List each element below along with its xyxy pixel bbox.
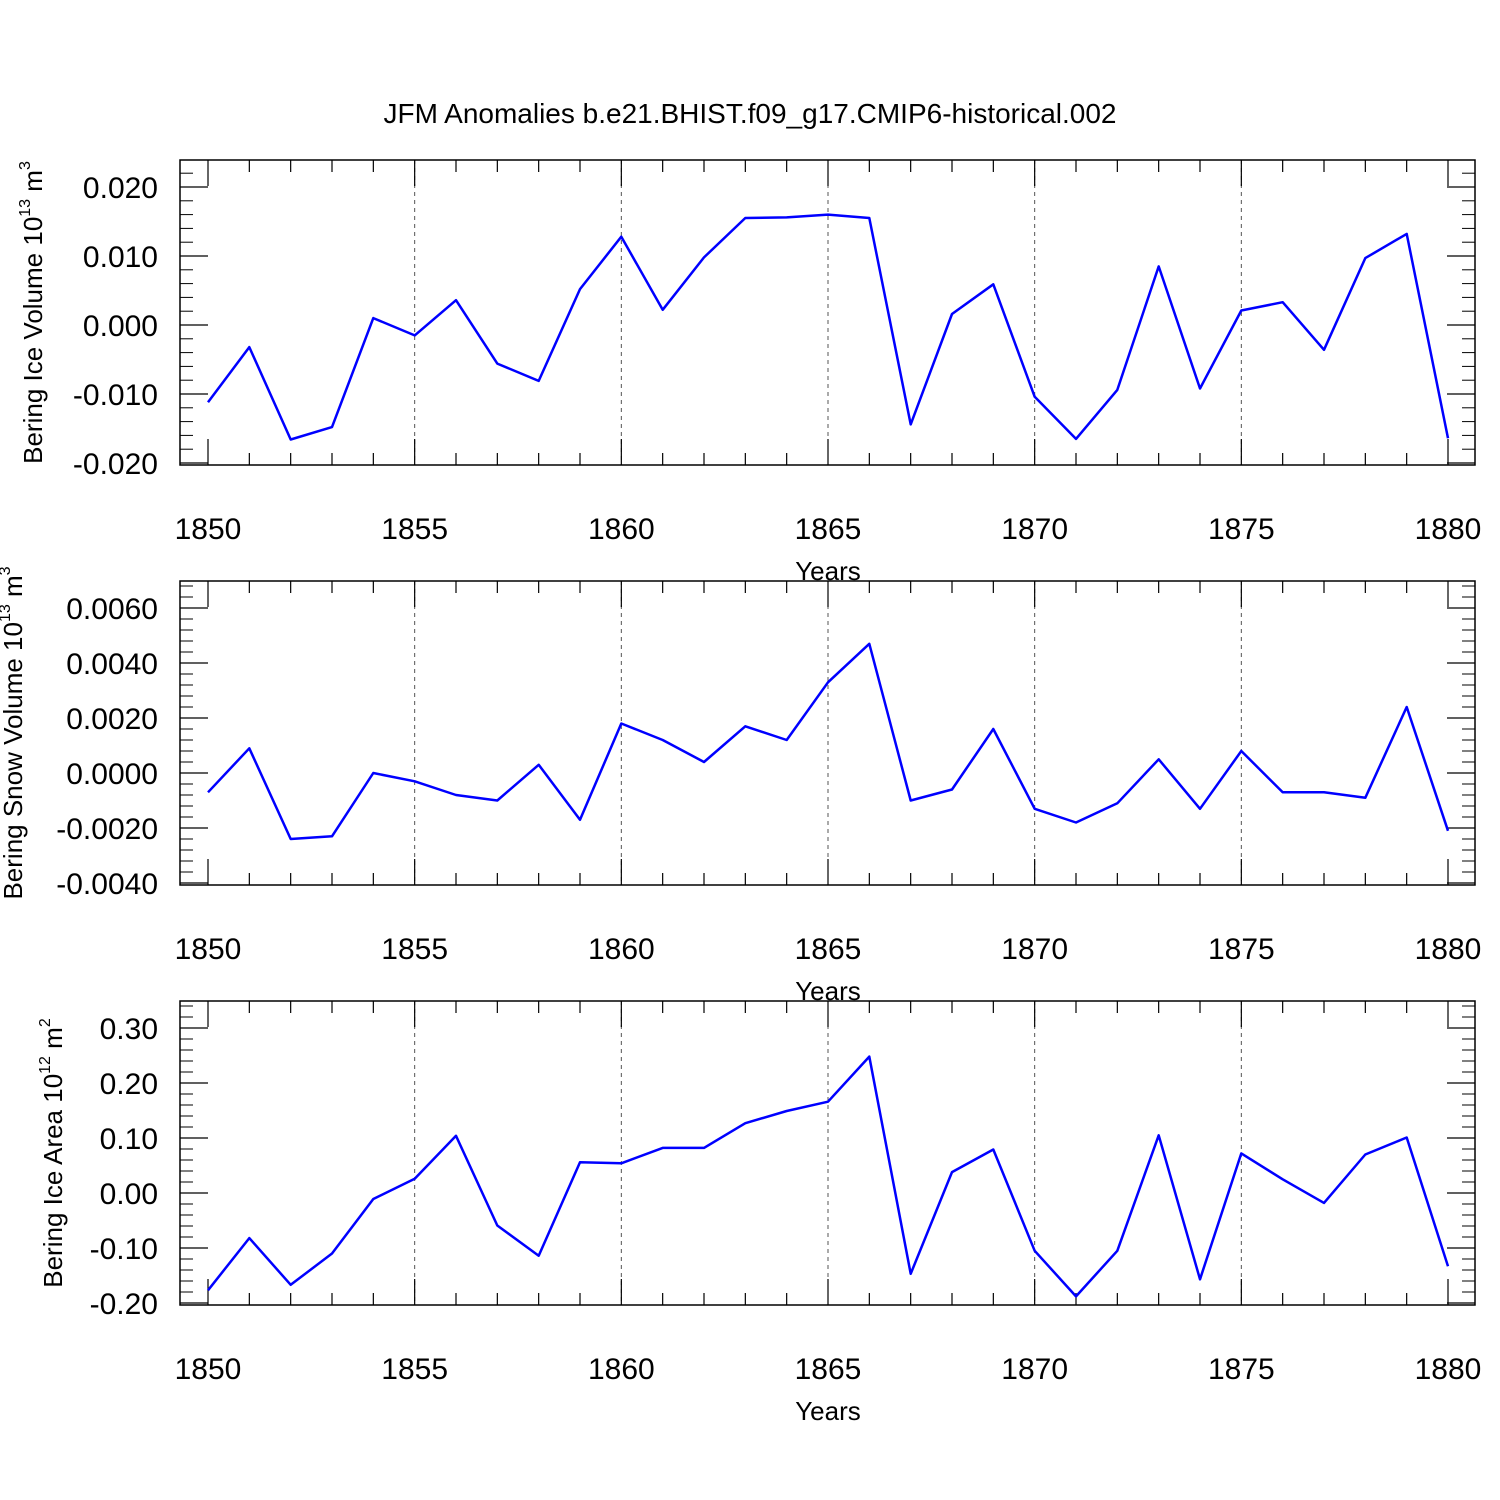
- y-tick-label: 0.020: [83, 172, 158, 205]
- x-tick-label: 1860: [588, 1353, 655, 1386]
- series-line: [207, 642, 1450, 841]
- y-axis-label-part: Bering Ice Volume 10: [18, 217, 48, 464]
- y-tick-label: 0.0040: [66, 648, 158, 681]
- x-tick-label: 1875: [1208, 1353, 1275, 1386]
- y-tick-label: 0.00: [100, 1178, 158, 1211]
- y-tick-label: 0.20: [100, 1068, 158, 1101]
- x-tick-label: 1865: [795, 513, 862, 546]
- x-tick-label: 1855: [381, 1353, 448, 1386]
- y-axis-label: Bering Ice Volume 1013 m3: [17, 161, 48, 464]
- y-tick-label: -0.0020: [56, 813, 158, 846]
- x-tick-label: 1860: [588, 513, 655, 546]
- x-tick-label: 1855: [381, 513, 448, 546]
- y-tick-label: -0.010: [73, 379, 158, 412]
- panel-2: -0.0040 -0.0020 0.0000 0.0020 0.0040 0.0060 18…: [0, 566, 1481, 1006]
- x-tick-label: 1865: [795, 1353, 862, 1386]
- y-tick-label: 0.10: [100, 1123, 158, 1156]
- x-tick-label: 1850: [175, 933, 242, 966]
- x-tick-label: 1870: [1001, 513, 1068, 546]
- y-axis-label: Bering Snow Volume 1013 m3: [0, 566, 28, 899]
- y-tick-label: 0.010: [83, 241, 158, 274]
- y-tick-label: -0.10: [90, 1233, 158, 1266]
- y-tick-label: 0.0020: [66, 703, 158, 736]
- x-tick-label: 1860: [588, 933, 655, 966]
- x-tick-label: 1880: [1415, 513, 1482, 546]
- panels: -0.020 -0.010 0.000 0.010 0.020 1850 1855 1860 1…: [0, 159, 1482, 1426]
- x-tick-label: 1870: [1001, 1353, 1068, 1386]
- x-tick-label: 1875: [1208, 513, 1275, 546]
- x-axis-label: Years: [795, 1396, 861, 1426]
- y-tick-label: 0.30: [100, 1013, 158, 1046]
- y-tick-label: 0.000: [83, 310, 158, 343]
- x-tick-label: 1855: [381, 933, 448, 966]
- x-tick-label: 1850: [175, 513, 242, 546]
- y-tick-label: -0.020: [73, 448, 158, 481]
- y-axis-label-part: m: [38, 1027, 68, 1056]
- x-tick-label: 1880: [1415, 1353, 1482, 1386]
- x-tick-label: 1875: [1208, 933, 1275, 966]
- y-tick-label: -0.20: [90, 1288, 158, 1321]
- panel-1: -0.020 -0.010 0.000 0.010 0.020 1850 1855 1860 1…: [17, 159, 1482, 586]
- chart-title: JFM Anomalies b.e21.BHIST.f09_g17.CMIP6-…: [383, 98, 1116, 129]
- y-axis-label-superscript: 13: [0, 604, 14, 622]
- series-line: [207, 1055, 1450, 1298]
- y-axis-label-part: Bering Ice Area 10: [38, 1074, 68, 1288]
- x-tick-label: 1865: [795, 933, 862, 966]
- y-axis-label-superscript: 13: [17, 199, 34, 217]
- x-tick-label: 1880: [1415, 933, 1482, 966]
- y-axis-label-superscript: 12: [37, 1056, 54, 1074]
- panel-3: -0.20 -0.10 0.00 0.10 0.20 0.30 1850 1855 1860 18…: [37, 1000, 1482, 1426]
- y-axis-label-superscript: 3: [17, 161, 34, 170]
- y-axis-label: Bering Ice Area 1012 m2: [37, 1018, 68, 1288]
- y-axis-label-part: m: [0, 575, 28, 604]
- y-axis-label-part: m: [18, 170, 48, 199]
- x-tick-label: 1850: [175, 1353, 242, 1386]
- y-tick-label: 0.0060: [66, 593, 158, 626]
- y-axis-label-part: Bering Snow Volume 10: [0, 622, 28, 900]
- y-axis-label-superscript: 2: [37, 1018, 54, 1027]
- x-tick-label: 1870: [1001, 933, 1068, 966]
- series-line: [206, 213, 1450, 441]
- y-axis-label-superscript: 3: [0, 566, 14, 575]
- y-tick-label: -0.0040: [56, 868, 158, 901]
- y-tick-label: 0.0000: [66, 758, 158, 791]
